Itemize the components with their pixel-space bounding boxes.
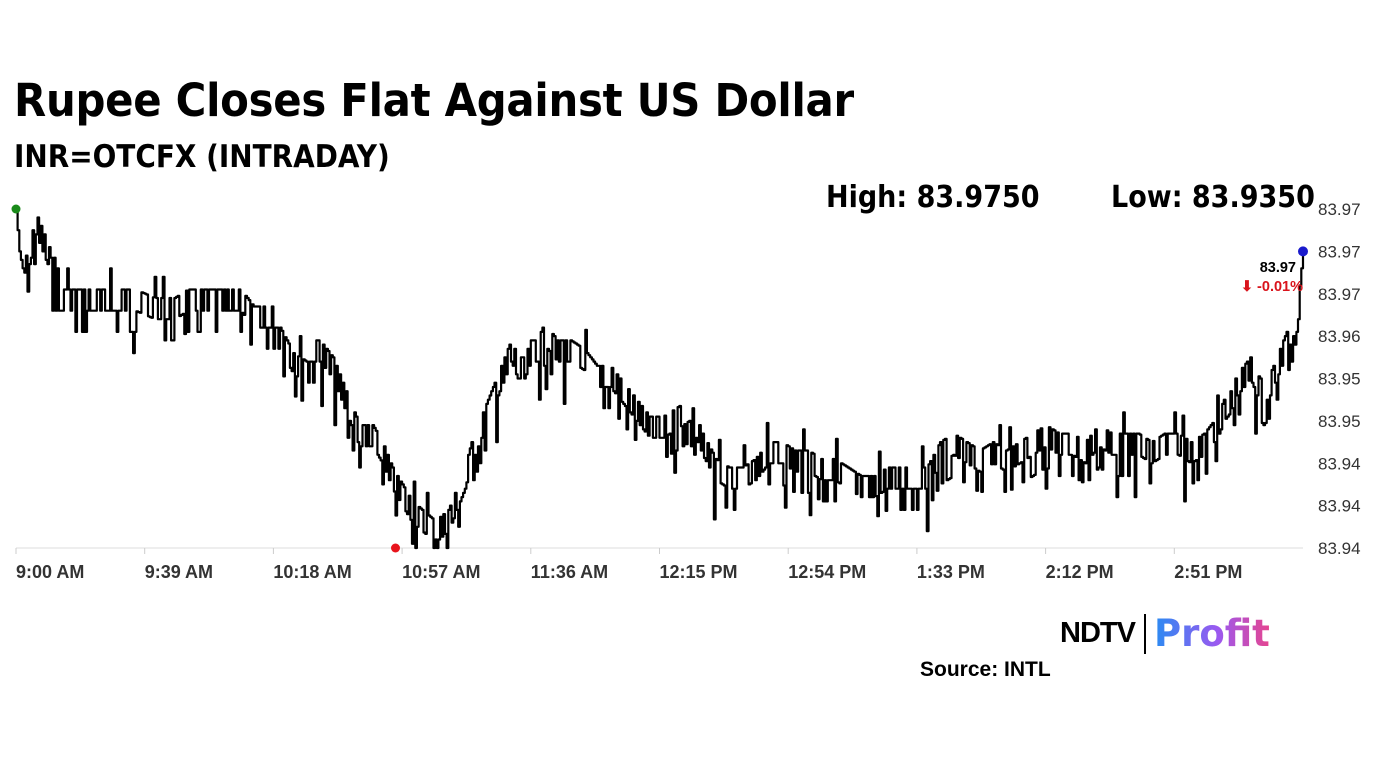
x-tick-label: 9:39 AM: [145, 562, 213, 582]
y-axis-ticks: 83.97 83.97 83.97 83.96 83.95 83.95 83.94 83.94…: [1318, 200, 1361, 558]
x-tick-label: 2:51 PM: [1174, 562, 1242, 582]
low-marker: [391, 543, 400, 553]
last-change-label: ⬇ -0.01%: [1241, 279, 1303, 295]
y-tick-label: 83.97: [1318, 242, 1361, 261]
x-tick-label: 12:54 PM: [788, 562, 866, 582]
last-price-label: 83.97: [1260, 260, 1296, 276]
x-tick-label: 10:18 AM: [273, 562, 351, 582]
low-label: Low: 83.9350: [1111, 180, 1315, 215]
x-tick-label: 1:33 PM: [917, 562, 985, 582]
y-tick-label: 83.94: [1318, 539, 1361, 558]
y-tick-label: 83.95: [1318, 370, 1361, 389]
source-label: Source: INTL: [920, 658, 1051, 681]
high-label: High: 83.9750: [826, 180, 1040, 215]
chart-title: Rupee Closes Flat Against US Dollar: [14, 74, 854, 127]
y-tick-label: 83.95: [1318, 412, 1361, 431]
x-tick-label: 11:36 AM: [531, 562, 608, 582]
y-tick-label: 83.97: [1318, 200, 1361, 219]
logo-divider: [1143, 613, 1146, 654]
x-tick-label: 9:00 AM: [16, 562, 84, 582]
ndtv-profit-logo: NDTV Profit: [1060, 612, 1270, 656]
close-marker: [1298, 246, 1308, 257]
open-marker: [11, 204, 21, 214]
x-tick-label: 10:57 AM: [402, 562, 480, 582]
y-tick-label: 83.94: [1318, 454, 1361, 473]
chart-subtitle: INR=OTCFX (INTRADAY): [14, 139, 390, 175]
x-tick-label: 12:15 PM: [660, 562, 738, 582]
price-series-line: [16, 207, 1305, 550]
x-tick-label: 2:12 PM: [1046, 562, 1114, 582]
logo-profit-text: Profit: [1153, 612, 1270, 655]
y-tick-label: 83.94: [1318, 497, 1361, 516]
logo-ndtv-text: NDTV: [1060, 617, 1136, 649]
y-tick-label: 83.96: [1318, 327, 1361, 346]
x-axis-ticks: 9:00 AM 9:39 AM 10:18 AM 10:57 AM 11:36 AM 12…: [15, 548, 1242, 582]
y-tick-label: 83.97: [1318, 285, 1361, 304]
